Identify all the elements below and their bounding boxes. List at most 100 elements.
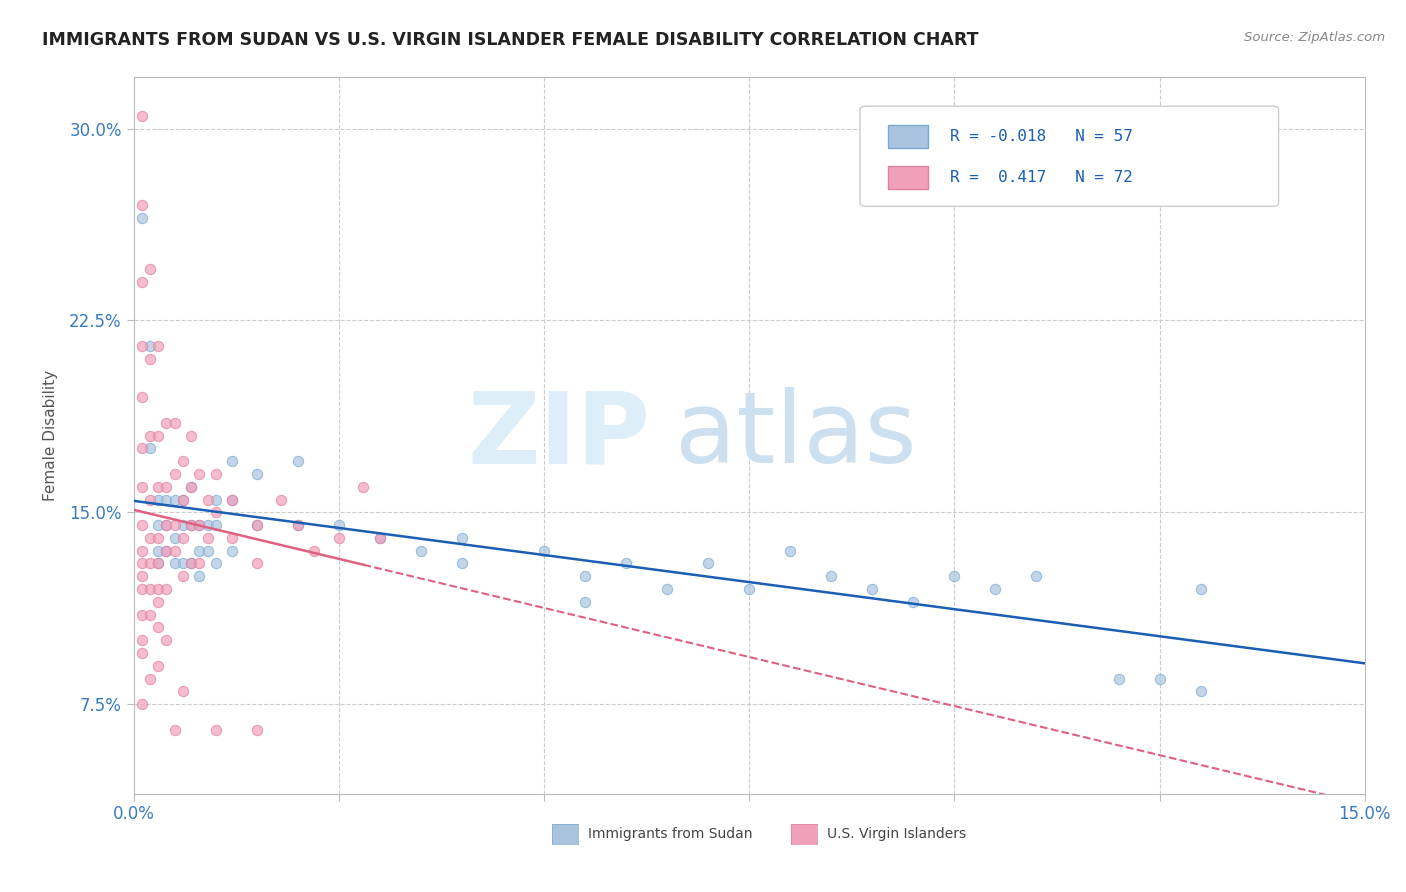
Point — [368, 531, 391, 545]
Point — [1189, 684, 1212, 698]
Point — [148, 543, 170, 558]
Point — [131, 390, 153, 404]
Point — [163, 723, 186, 737]
Point — [163, 467, 186, 481]
Point — [163, 416, 186, 430]
Point — [328, 518, 350, 533]
Point — [1108, 672, 1130, 686]
Point — [188, 543, 211, 558]
Text: Immigrants from Sudan: Immigrants from Sudan — [588, 827, 752, 841]
Text: Source: ZipAtlas.com: Source: ZipAtlas.com — [1244, 31, 1385, 45]
Point — [163, 557, 186, 571]
Point — [139, 351, 162, 366]
Point — [131, 109, 153, 123]
Point — [197, 492, 219, 507]
Point — [246, 723, 269, 737]
Point — [984, 582, 1007, 596]
Point — [287, 518, 309, 533]
Point — [131, 211, 153, 226]
Point — [148, 595, 170, 609]
Point — [246, 518, 269, 533]
Point — [820, 569, 842, 583]
Point — [172, 557, 194, 571]
Point — [172, 569, 194, 583]
Point — [139, 339, 162, 353]
FancyBboxPatch shape — [889, 166, 928, 189]
Point — [155, 518, 177, 533]
Point — [155, 480, 177, 494]
Point — [204, 557, 226, 571]
Point — [188, 518, 211, 533]
Point — [131, 646, 153, 660]
Point — [148, 620, 170, 634]
Point — [1189, 582, 1212, 596]
Point — [204, 505, 226, 519]
Point — [139, 262, 162, 277]
Point — [131, 339, 153, 353]
Point — [131, 582, 153, 596]
Point — [221, 531, 243, 545]
Point — [655, 582, 678, 596]
Point — [197, 543, 219, 558]
Point — [155, 492, 177, 507]
Text: R =  0.417   N = 72: R = 0.417 N = 72 — [950, 170, 1133, 186]
Point — [188, 518, 211, 533]
Point — [131, 697, 153, 711]
Point — [180, 428, 202, 442]
Point — [353, 480, 375, 494]
Point — [197, 531, 219, 545]
Point — [139, 531, 162, 545]
Point — [180, 518, 202, 533]
Point — [131, 557, 153, 571]
Point — [328, 531, 350, 545]
Text: ZIP: ZIP — [468, 387, 651, 484]
Point — [139, 582, 162, 596]
Point — [131, 442, 153, 456]
Text: IMMIGRANTS FROM SUDAN VS U.S. VIRGIN ISLANDER FEMALE DISABILITY CORRELATION CHAR: IMMIGRANTS FROM SUDAN VS U.S. VIRGIN ISL… — [42, 31, 979, 49]
Point — [155, 543, 177, 558]
Point — [574, 595, 596, 609]
Point — [148, 531, 170, 545]
Y-axis label: Female Disability: Female Disability — [44, 370, 58, 501]
Point — [180, 557, 202, 571]
FancyBboxPatch shape — [889, 126, 928, 148]
Point — [131, 198, 153, 212]
Point — [131, 275, 153, 289]
Point — [188, 467, 211, 481]
Point — [188, 557, 211, 571]
Point — [139, 607, 162, 622]
Point — [246, 557, 269, 571]
Point — [148, 658, 170, 673]
Point — [139, 672, 162, 686]
Point — [155, 543, 177, 558]
Point — [188, 569, 211, 583]
Point — [246, 518, 269, 533]
Point — [221, 543, 243, 558]
Point — [148, 428, 170, 442]
Point — [131, 607, 153, 622]
Point — [697, 557, 720, 571]
Point — [148, 480, 170, 494]
Point — [270, 492, 292, 507]
Point — [287, 454, 309, 468]
Point — [1149, 672, 1171, 686]
Point — [302, 543, 325, 558]
Point — [163, 518, 186, 533]
Point — [287, 518, 309, 533]
Point — [139, 492, 162, 507]
Text: U.S. Virgin Islanders: U.S. Virgin Islanders — [827, 827, 966, 841]
Point — [148, 339, 170, 353]
Text: R = -0.018   N = 57: R = -0.018 N = 57 — [950, 129, 1133, 145]
Point — [197, 518, 219, 533]
Point — [155, 633, 177, 648]
Point — [943, 569, 966, 583]
Point — [180, 480, 202, 494]
Point — [779, 543, 801, 558]
Point — [1025, 569, 1047, 583]
Point — [172, 454, 194, 468]
Point — [148, 492, 170, 507]
Point — [368, 531, 391, 545]
Text: atlas: atlas — [675, 387, 917, 484]
Point — [148, 518, 170, 533]
Point — [451, 557, 474, 571]
